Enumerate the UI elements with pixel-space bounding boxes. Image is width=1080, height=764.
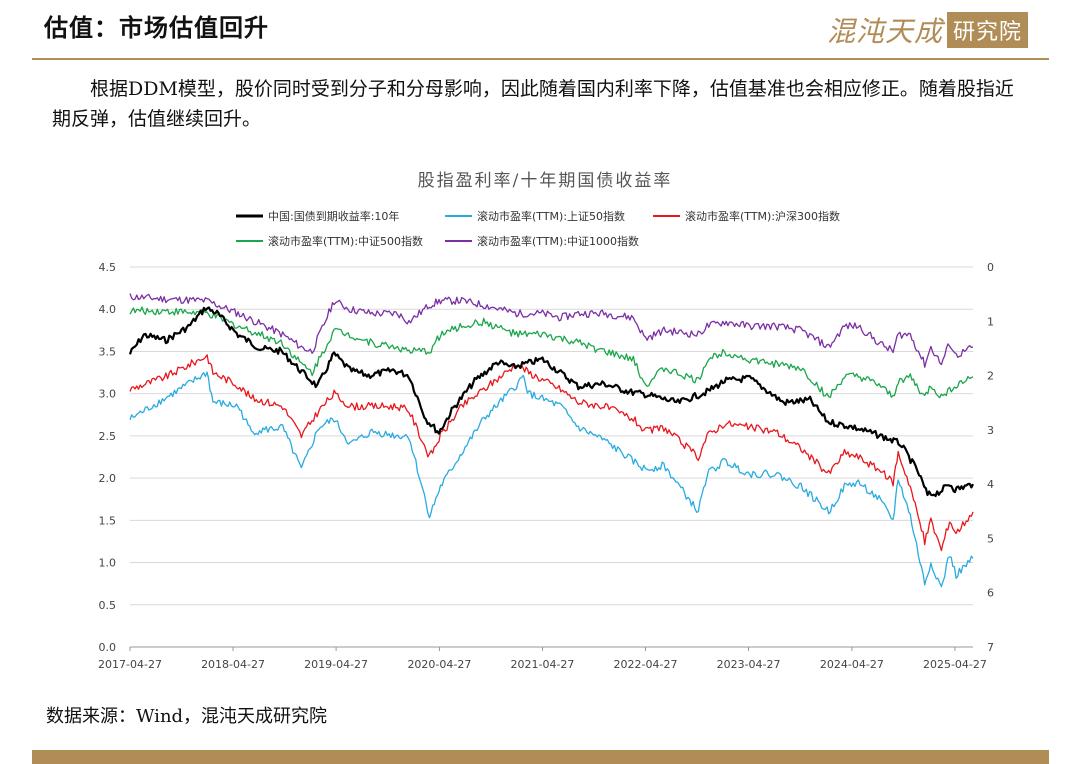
y-right-tick-label: 0 xyxy=(987,261,994,274)
y-left-tick-label: 0.5 xyxy=(99,599,117,612)
legend-label: 滚动市盈率(TTM):上证50指数 xyxy=(477,209,625,223)
x-tick-label: 2023-04-27 xyxy=(717,658,781,671)
series-line xyxy=(128,306,974,498)
y-right-tick-label: 6 xyxy=(987,587,994,600)
series-lines xyxy=(128,293,974,588)
legend-label: 滚动市盈率(TTM):中证500指数 xyxy=(268,234,423,248)
y-right-tick-label: 3 xyxy=(987,424,994,437)
y-right-tick-label: 2 xyxy=(987,370,994,383)
page-title: 估值：市场估值回升 xyxy=(44,14,269,42)
x-tick-label: 2019-04-27 xyxy=(304,658,368,671)
y-left-tick-label: 0.0 xyxy=(99,641,117,654)
x-tick-label: 2025-04-27 xyxy=(923,658,987,671)
y-left-tick-label: 4.5 xyxy=(99,261,117,274)
y-left-tick-label: 3.5 xyxy=(99,345,117,358)
series-line xyxy=(129,293,974,368)
footer-bar xyxy=(32,750,1049,764)
y-left-tick-label: 1.5 xyxy=(99,514,117,527)
y-right-tick-label: 4 xyxy=(987,478,994,491)
x-tick-label: 2022-04-27 xyxy=(614,658,678,671)
x-tick-label: 2017-04-27 xyxy=(98,658,162,671)
y-left-tick-label: 1.0 xyxy=(99,557,117,570)
series-line xyxy=(129,306,974,399)
x-tick-label: 2020-04-27 xyxy=(407,658,471,671)
brand-logo: 混沌天成 研究院 xyxy=(827,12,1028,48)
body-paragraph: 根据DDM模型，股价同时受到分子和分母影响，因此随着国内利率下降，估值基准也会相… xyxy=(52,78,1014,130)
header-divider xyxy=(32,58,1049,60)
axes: 0.00.51.01.52.02.53.03.54.04.5 0123456720… xyxy=(98,261,994,671)
series-line xyxy=(129,371,974,588)
legend-label: 滚动市盈率(TTM):中证1000指数 xyxy=(477,234,639,248)
data-source: 数据来源：Wind，混沌天成研究院 xyxy=(46,706,328,727)
x-tick-label: 2021-04-27 xyxy=(510,658,574,671)
legend: 中国:国债到期收益率:10年 滚动市盈率(TTM):上证50指数 滚动市盈率(TTM… xyxy=(236,209,840,248)
x-tick-label: 2018-04-27 xyxy=(201,658,265,671)
y-left-tick-label: 2.5 xyxy=(99,430,117,443)
y-right-tick-label: 7 xyxy=(987,641,994,654)
y-left-tick-label: 4.0 xyxy=(99,303,117,316)
series-line xyxy=(129,354,974,552)
y-right-tick-label: 1 xyxy=(987,315,994,328)
chart-title: 股指盈利率/十年期国债收益率 xyxy=(418,171,673,191)
y-left-tick-label: 2.0 xyxy=(99,472,117,485)
x-tick-label: 2024-04-27 xyxy=(820,658,884,671)
legend-label: 中国:国债到期收益率:10年 xyxy=(268,209,399,223)
y-left-tick-label: 3.0 xyxy=(99,388,117,401)
y-right-tick-label: 5 xyxy=(987,532,994,545)
legend-label: 滚动市盈率(TTM):沪深300指数 xyxy=(685,209,840,223)
